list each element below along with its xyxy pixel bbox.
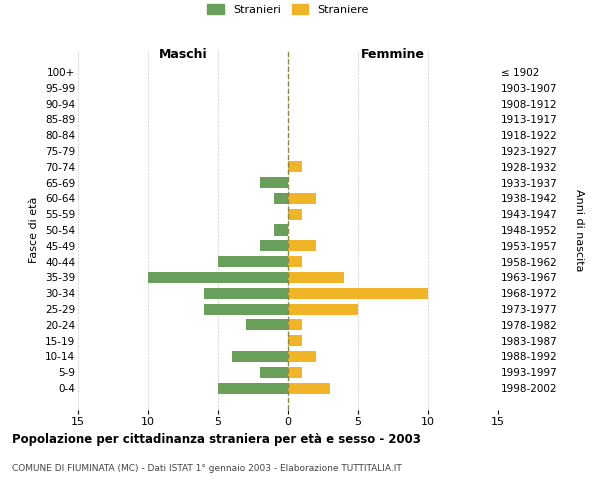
Text: Maschi: Maschi <box>158 48 208 61</box>
Bar <box>260 367 288 378</box>
Bar <box>288 320 302 330</box>
Bar <box>246 320 288 330</box>
Y-axis label: Anni di nascita: Anni di nascita <box>574 188 584 271</box>
Text: Femmine: Femmine <box>361 48 425 61</box>
Bar <box>288 193 316 204</box>
Text: COMUNE DI FIUMINATA (MC) - Dati ISTAT 1° gennaio 2003 - Elaborazione TUTTITALIA.: COMUNE DI FIUMINATA (MC) - Dati ISTAT 1°… <box>12 464 402 473</box>
Bar <box>288 367 302 378</box>
Bar <box>288 335 302 346</box>
Bar <box>148 272 288 283</box>
Bar <box>218 382 288 394</box>
Bar <box>232 351 288 362</box>
Bar <box>274 193 288 204</box>
Bar <box>288 240 316 252</box>
Bar <box>274 224 288 235</box>
Legend: Stranieri, Straniere: Stranieri, Straniere <box>203 0 373 19</box>
Y-axis label: Fasce di età: Fasce di età <box>29 197 40 263</box>
Bar <box>288 288 428 299</box>
Bar <box>218 256 288 267</box>
Bar <box>288 304 358 314</box>
Bar <box>288 256 302 267</box>
Bar <box>204 304 288 314</box>
Text: Popolazione per cittadinanza straniera per età e sesso - 2003: Popolazione per cittadinanza straniera p… <box>12 432 421 446</box>
Bar <box>288 272 344 283</box>
Bar <box>288 161 302 172</box>
Bar <box>288 382 330 394</box>
Bar <box>260 240 288 252</box>
Bar <box>260 177 288 188</box>
Bar <box>204 288 288 299</box>
Bar <box>288 208 302 220</box>
Bar <box>288 351 316 362</box>
